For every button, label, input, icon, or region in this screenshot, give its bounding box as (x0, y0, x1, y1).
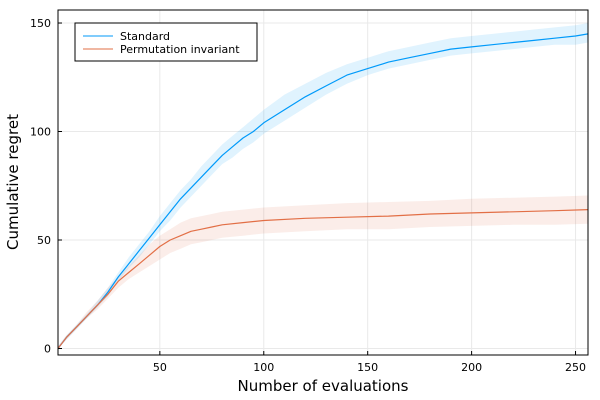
line-standard (57, 33, 589, 349)
band-standard (58, 23, 588, 349)
x-tick-label: 100 (253, 361, 274, 374)
y-axis-label: Cumulative regret (4, 114, 22, 250)
x-tick-label: 250 (565, 361, 586, 374)
x-axis-label: Number of evaluations (238, 377, 409, 395)
series-lines (57, 33, 589, 349)
y-tick-label: 100 (30, 126, 51, 139)
legend-label-permutation-invariant: Permutation invariant (120, 43, 240, 56)
x-tick-label: 150 (357, 361, 378, 374)
x-axis-ticks: 50 100 150 200 250 (153, 351, 586, 374)
line-permutation-invariant (57, 209, 589, 349)
y-tick-label: 50 (37, 234, 51, 247)
y-tick-label: 150 (30, 17, 51, 30)
x-tick-label: 200 (461, 361, 482, 374)
x-tick-label: 50 (153, 361, 167, 374)
confidence-bands (58, 23, 588, 349)
y-tick-label: 0 (44, 342, 51, 355)
grid (58, 10, 588, 355)
legend: Standard Permutation invariant (74, 22, 258, 62)
band-permutation-invariant (58, 195, 588, 349)
plot-frame (57, 9, 589, 356)
legend-label-standard: Standard (120, 30, 170, 43)
y-axis-ticks: 0 50 100 150 (30, 17, 62, 355)
legend-box (74, 22, 258, 62)
